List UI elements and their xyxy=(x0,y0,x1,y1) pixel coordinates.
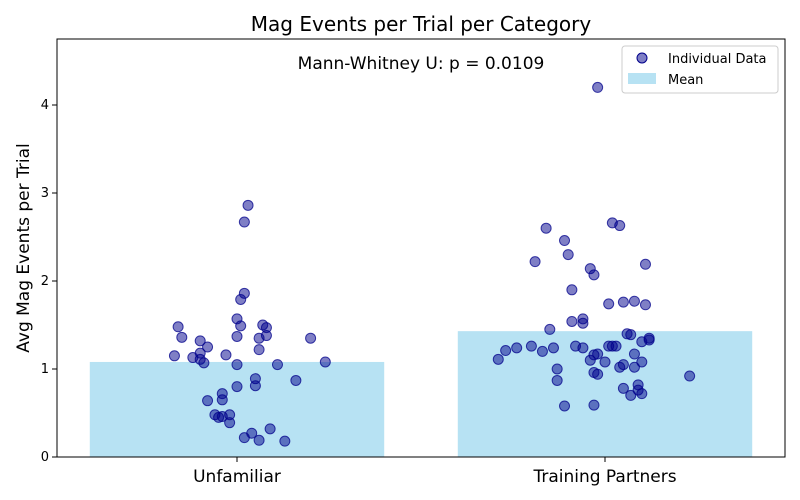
data-point xyxy=(551,374,563,386)
data-point xyxy=(172,321,184,333)
data-point xyxy=(194,335,206,347)
data-point xyxy=(238,287,250,299)
data-point xyxy=(566,315,578,327)
data-point xyxy=(636,356,648,368)
data-point xyxy=(529,256,541,268)
y-tick-label: 2 xyxy=(41,274,49,289)
data-point xyxy=(264,423,276,435)
data-point xyxy=(238,216,250,228)
legend-frame xyxy=(621,45,779,94)
data-point xyxy=(290,374,302,386)
data-point xyxy=(246,427,258,439)
data-point xyxy=(639,299,651,311)
data-point xyxy=(551,363,563,375)
data-point xyxy=(249,380,261,392)
data-point xyxy=(628,348,640,360)
data-point xyxy=(176,331,188,343)
data-point xyxy=(592,368,604,380)
data-point xyxy=(500,345,512,357)
points-layer xyxy=(168,81,696,447)
data-point xyxy=(492,353,504,365)
chart-title: Mag Events per Trial per Category xyxy=(251,12,592,36)
data-point xyxy=(231,381,243,393)
data-point xyxy=(617,296,629,308)
data-point xyxy=(540,222,552,234)
data-point xyxy=(684,370,696,382)
legend-label-mean: Mean xyxy=(668,73,703,88)
mean-bar-unfamiliar xyxy=(89,361,385,457)
data-point xyxy=(625,329,637,341)
data-point xyxy=(242,199,254,211)
y-tick-label: 0 xyxy=(41,450,49,465)
data-point xyxy=(643,332,655,344)
data-point xyxy=(599,356,611,368)
data-point xyxy=(544,323,556,335)
data-point xyxy=(224,417,236,429)
data-point xyxy=(213,411,225,423)
data-point xyxy=(610,340,622,352)
data-point xyxy=(559,400,571,412)
data-point xyxy=(253,434,265,446)
legend-marker-individual xyxy=(636,52,648,64)
y-tick-label: 1 xyxy=(41,362,49,377)
data-point xyxy=(231,359,243,371)
data-point xyxy=(305,332,317,344)
data-point xyxy=(319,356,331,368)
data-point xyxy=(592,81,604,93)
data-point xyxy=(588,269,600,281)
data-point xyxy=(279,435,291,447)
data-point xyxy=(559,235,571,247)
data-point xyxy=(577,342,589,354)
data-point xyxy=(536,345,548,357)
data-point xyxy=(566,284,578,296)
y-axis-label: Avg Mag Events per Trial xyxy=(14,143,34,353)
data-point xyxy=(628,361,640,373)
data-point xyxy=(588,399,600,411)
data-point xyxy=(271,359,283,371)
data-point xyxy=(525,340,537,352)
data-point xyxy=(202,395,214,407)
y-tick-label: 3 xyxy=(41,186,49,201)
y-axis: 0 1 2 3 4 xyxy=(41,98,57,465)
y-tick-label: 4 xyxy=(41,98,49,113)
data-point xyxy=(260,322,272,334)
data-point xyxy=(253,344,265,356)
data-point xyxy=(617,382,629,394)
legend: Individual Data Mean xyxy=(621,45,779,94)
data-point xyxy=(614,220,626,232)
x-tick-label: Training Partners xyxy=(532,467,676,487)
data-point xyxy=(617,359,629,371)
legend-label-individual: Individual Data xyxy=(668,52,766,67)
data-point xyxy=(231,330,243,342)
data-point xyxy=(168,350,180,362)
data-point xyxy=(592,348,604,360)
data-point xyxy=(511,342,523,354)
data-point xyxy=(235,320,247,332)
data-point xyxy=(547,342,559,354)
plot-frame xyxy=(56,38,786,458)
x-tick-label: Unfamiliar xyxy=(193,467,281,487)
data-point xyxy=(198,357,210,369)
legend-patch-mean xyxy=(628,73,656,84)
data-point xyxy=(577,317,589,329)
data-point xyxy=(625,389,637,401)
stat-annotation: Mann-Whitney U: p = 0.0109 xyxy=(298,54,545,74)
data-point xyxy=(628,295,640,307)
data-point xyxy=(636,388,648,400)
data-point xyxy=(216,388,228,400)
data-point xyxy=(220,349,232,361)
data-point xyxy=(639,258,651,270)
data-point xyxy=(202,341,214,353)
x-axis: Unfamiliar Training Partners xyxy=(193,457,677,487)
data-point xyxy=(562,249,574,261)
data-point xyxy=(603,298,615,310)
